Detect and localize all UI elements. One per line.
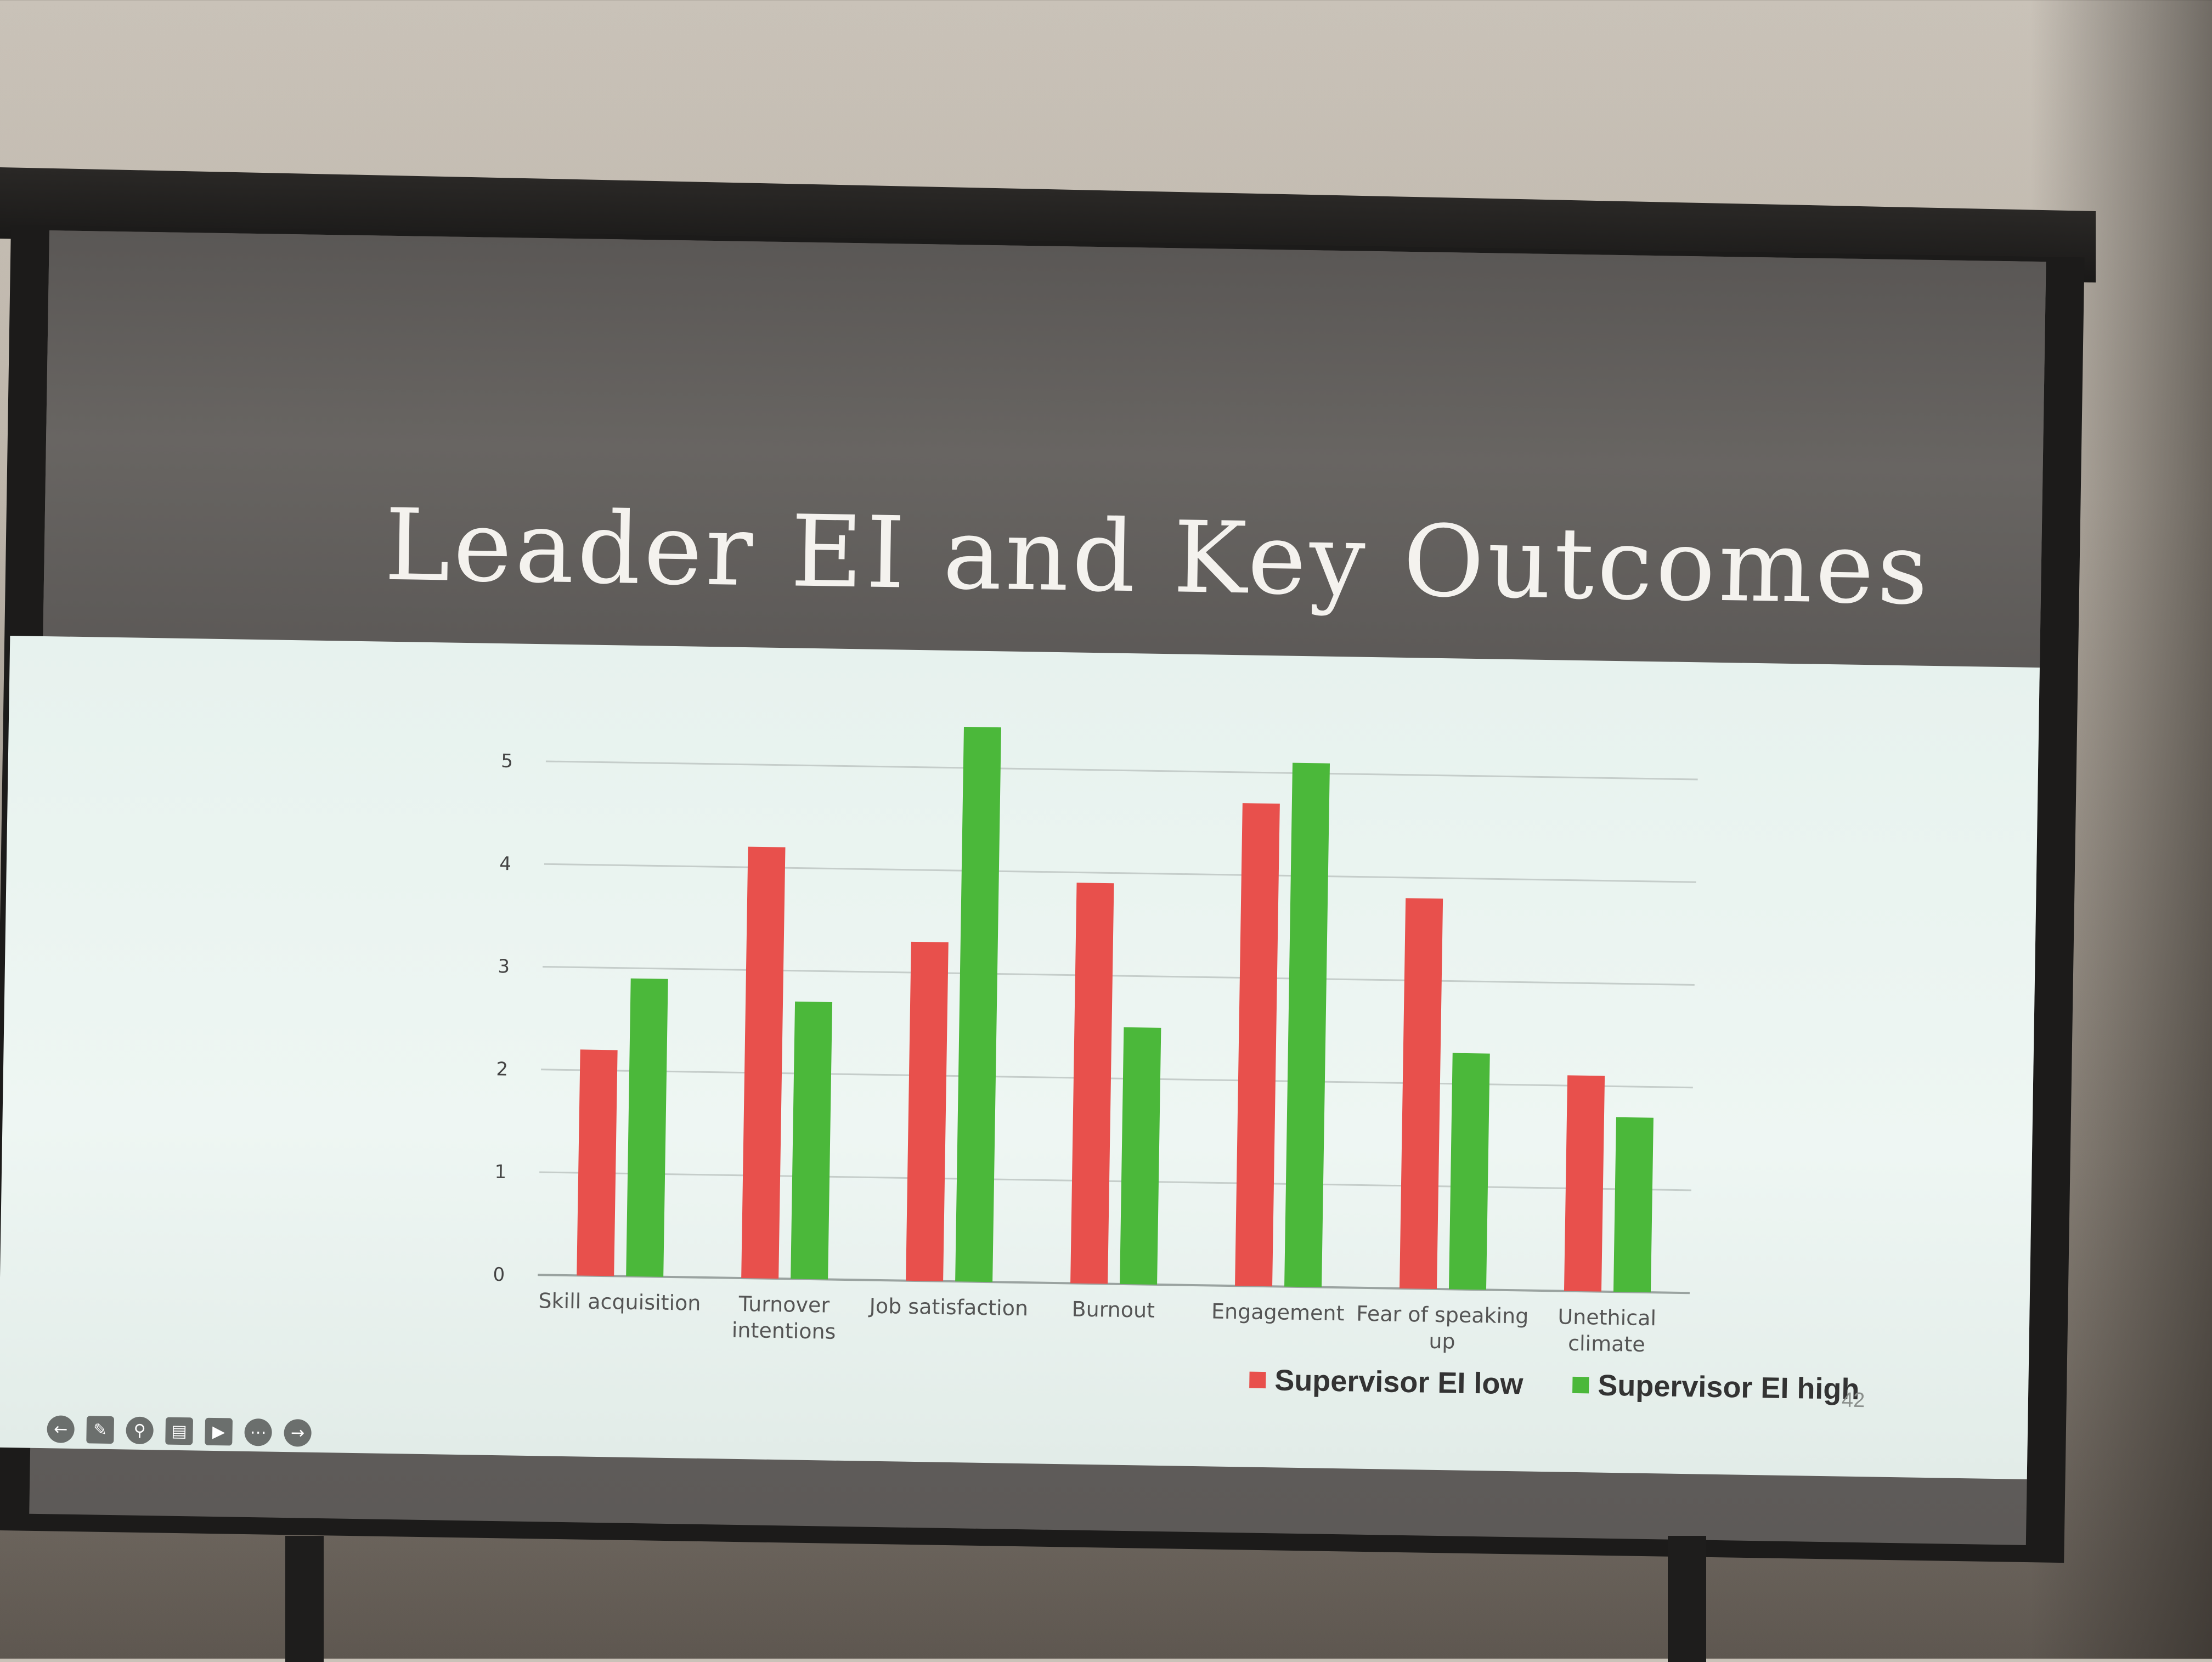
bar-supervisor-ei-high [1120, 1027, 1161, 1285]
y-tick-label: 2 [496, 1058, 508, 1080]
x-category-label: Fear of speakingup [1356, 1302, 1529, 1355]
gridline [541, 1069, 1693, 1089]
slide-header: Leader EI and Key Outcomes [43, 230, 2046, 679]
bar-supervisor-ei-high [1448, 1053, 1490, 1290]
bar-supervisor-ei-low [1400, 898, 1443, 1289]
gridline [545, 760, 1698, 781]
bar-supervisor-ei-high [955, 727, 1001, 1282]
screen-stand-right [1668, 1536, 1706, 1662]
slide-title: Leader EI and Key Outcomes [383, 488, 1932, 627]
bar-supervisor-ei-low [577, 1049, 618, 1276]
bar-chart: 0 1 2 3 4 5 Skill acquisition Turnoverintention… [493, 727, 1698, 1356]
zoom-icon[interactable]: ⚲ [126, 1416, 154, 1445]
more-icon[interactable]: ⋯ [244, 1418, 273, 1446]
screen-stand-left [285, 1536, 324, 1662]
pen-icon[interactable]: ✎ [86, 1416, 115, 1444]
x-category-label: Job satisfaction [868, 1294, 1028, 1321]
y-tick-label: 4 [499, 853, 511, 875]
x-category-label: Unethicalclimate [1557, 1304, 1656, 1356]
gridline [539, 1171, 1691, 1191]
x-category-label: Burnout [1071, 1297, 1155, 1322]
y-tick-label: 3 [498, 956, 510, 977]
legend-label-high: Supervisor EI high [1597, 1369, 1860, 1406]
legend-swatch-low [1249, 1371, 1266, 1389]
x-category-label: Skill acquisition [538, 1288, 701, 1315]
gridline [543, 965, 1695, 986]
y-tick-label: 1 [494, 1161, 506, 1183]
bar-supervisor-ei-low [1070, 883, 1114, 1284]
bar-supervisor-ei-low [906, 941, 949, 1281]
presentation-toolbar: ← ✎ ⚲ ▤ ▶ ⋯ → [47, 1415, 312, 1447]
x-category-label: Turnoverintentions [732, 1292, 837, 1344]
x-category-label: Engagement [1211, 1299, 1345, 1326]
forward-icon[interactable]: → [284, 1418, 312, 1447]
bar-supervisor-ei-high [626, 978, 668, 1277]
bar-supervisor-ei-low [1235, 803, 1280, 1287]
bar-supervisor-ei-low [1564, 1075, 1605, 1292]
legend-swatch-high [1572, 1376, 1589, 1394]
projection-screen: Leader EI and Key Outcomes 0 1 2 3 4 5 Skill a… [0, 230, 2046, 1545]
subtitles-icon[interactable]: ▤ [165, 1417, 194, 1445]
bar-supervisor-ei-high [1284, 762, 1330, 1287]
gridline [538, 1274, 1690, 1294]
gridline [544, 863, 1696, 883]
video-icon[interactable]: ▶ [205, 1417, 233, 1446]
bar-supervisor-ei-low [741, 846, 786, 1279]
legend-item-high: Supervisor EI high [1572, 1368, 1860, 1406]
legend-label-low: Supervisor EI low [1274, 1364, 1523, 1401]
slide-page-number: 42 [1841, 1388, 1865, 1412]
bar-supervisor-ei-high [1613, 1117, 1654, 1293]
y-tick-label: 5 [501, 750, 513, 772]
legend-item-low: Supervisor EI low [1249, 1363, 1523, 1401]
bar-supervisor-ei-high [791, 1001, 833, 1280]
y-tick-label: 0 [493, 1264, 505, 1286]
chart-panel: 0 1 2 3 4 5 Skill acquisition Turnoverintention… [0, 635, 2040, 1479]
back-icon[interactable]: ← [47, 1415, 75, 1443]
